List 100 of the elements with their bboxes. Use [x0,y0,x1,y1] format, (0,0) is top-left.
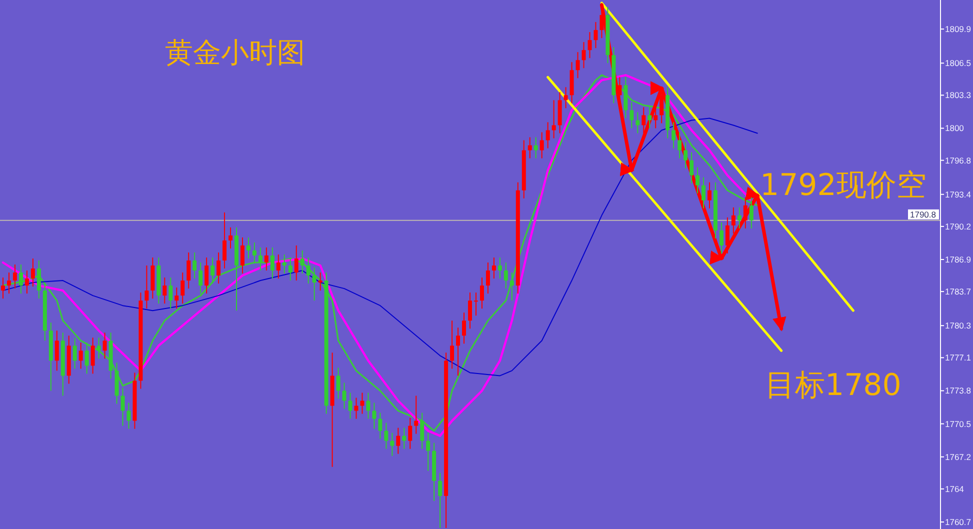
y-tick-label: 1809.9 [945,24,972,34]
candlestick [719,222,724,254]
candlestick [96,337,101,360]
candlestick [126,402,131,430]
y-tick-label: 1770.5 [945,418,972,429]
candlestick [144,265,149,310]
candlestick [276,254,280,280]
candlestick [252,242,256,264]
candlestick [306,256,310,284]
text: 黄金小时图 [165,36,305,69]
candlestick [564,86,568,109]
candlestick [240,236,244,274]
y-tick-label: 1803.3 [945,90,972,100]
candlestick [486,262,490,294]
candlestick [582,42,586,69]
candlestick [414,395,418,434]
y-tick-label: 1760.7 [945,516,972,527]
candlestick [30,258,35,288]
candlestick [534,136,538,159]
y-tick-label: 1764 [945,484,964,494]
candlestick [690,152,694,184]
candlestick [684,142,688,169]
y-tick-label: 1786.9 [945,254,972,264]
candlestick [378,412,382,440]
candlestick [210,256,215,284]
candlestick [174,287,179,310]
candlestick [372,402,376,430]
candlestick [264,246,268,272]
line-series [2,118,758,376]
candlestick [743,196,748,229]
candlestick [678,132,682,159]
candlestick [648,106,652,129]
candlestick [24,270,29,294]
candlestick [222,212,227,270]
candlestick [342,382,346,410]
candlestick [528,136,532,159]
candlestick [258,246,262,272]
candlestick [696,166,700,194]
annotation: 1792现价空 [760,168,926,203]
candlestick [636,112,640,134]
candlestick [102,332,107,360]
candlestick [228,226,233,249]
candlestick [450,320,454,370]
candlestick [546,122,550,149]
candlestick [348,392,352,420]
ref-line-label: 1790.8 [910,209,936,220]
candlestick [642,106,646,134]
candlestick [360,392,364,414]
y-tick-label: 1800 [945,123,964,134]
candlestick [588,32,592,59]
candlestick [84,342,89,374]
candlestick [282,254,286,274]
candlestick [510,272,514,302]
candlestick [474,292,478,316]
candlestick [12,264,17,290]
candlestick [390,432,394,456]
y-tick-label: 1790.2 [945,221,972,232]
candlestick [396,427,400,454]
candlestick [354,397,358,420]
candlestick [408,417,412,450]
candlestick [731,206,736,234]
y-tick-label: 1806.5 [945,58,972,68]
y-tick-label: 1777.1 [945,352,972,363]
candlestick [246,236,250,259]
candlestick [90,337,95,374]
candlestick [162,277,167,304]
y-tick-label: 1767.2 [945,452,972,462]
y-tick-label: 1793.4 [945,189,972,200]
candlestick [552,100,556,139]
candlestick [438,472,442,528]
candlestick [180,272,185,304]
candlestick [36,260,41,300]
candlestick [749,196,754,229]
candlestick [216,252,221,284]
candlestick [294,244,298,282]
y-tick-label: 1796.8 [945,155,972,166]
y-tick-label: 1773.8 [945,386,972,396]
candlestick [737,206,742,229]
candlestick [725,216,730,254]
candlestick [672,122,676,149]
y-tick-label: 1783.7 [945,286,972,297]
candlestick [540,132,544,159]
candlestick [492,256,496,280]
candlestick [336,367,340,400]
candlestick [630,102,634,129]
candlestick [192,252,197,280]
candlestick [594,22,598,49]
candlestick [480,277,484,310]
candlestick [300,250,304,274]
candlestick [654,106,658,129]
candlestick [0,277,5,300]
candlestick [204,256,209,294]
candlestick [270,246,274,280]
candlestick [402,427,406,450]
candlestick [462,312,466,344]
candlestick [498,256,502,280]
candlestick [707,182,712,209]
candlestick [168,277,173,310]
candlestick [576,52,580,79]
candlestick [312,267,316,302]
